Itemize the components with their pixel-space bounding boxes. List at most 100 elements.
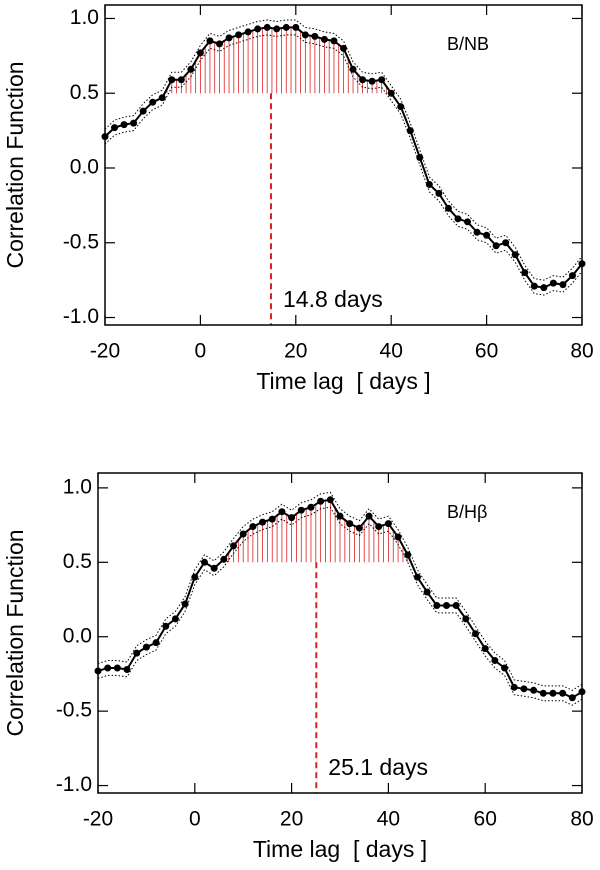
data-point xyxy=(559,689,567,697)
data-point xyxy=(282,23,290,31)
data-point xyxy=(473,228,481,236)
x-tick-label: 0 xyxy=(195,340,207,363)
x-tick-label: 0 xyxy=(189,808,201,831)
x-tick-label: 20 xyxy=(280,808,303,831)
x-tick-label: 40 xyxy=(380,340,403,363)
data-point xyxy=(568,272,576,280)
data-point xyxy=(326,496,334,504)
data-point xyxy=(340,44,347,52)
panel-label: B/Hβ xyxy=(447,502,487,522)
data-point xyxy=(278,508,286,516)
annotation: 14.8 days xyxy=(283,286,383,312)
data-point xyxy=(442,601,450,609)
data-point xyxy=(225,34,233,42)
data-point xyxy=(210,564,218,572)
data-point xyxy=(292,23,300,31)
band-line xyxy=(104,34,583,296)
x-tick-label: 60 xyxy=(474,808,497,831)
data-point xyxy=(254,25,262,33)
data-point xyxy=(152,639,160,647)
data-point xyxy=(530,282,538,290)
plot-frame xyxy=(104,4,583,326)
data-point xyxy=(394,533,402,541)
data-point xyxy=(423,588,431,596)
data-point xyxy=(123,665,131,673)
data-point xyxy=(502,239,510,247)
data-point xyxy=(259,518,267,526)
data-point xyxy=(559,281,567,289)
data-point xyxy=(540,284,548,292)
y-axis-title: Correlation Function xyxy=(2,529,28,736)
x-axis-title: Time lag [ days ] xyxy=(256,368,430,394)
data-point xyxy=(413,573,421,581)
data-point xyxy=(444,204,452,212)
y-tick-label: 0.5 xyxy=(63,550,92,573)
data-point xyxy=(273,25,281,33)
data-point xyxy=(462,615,470,623)
data-point xyxy=(301,31,309,39)
y-tick-label: -0.5 xyxy=(56,699,92,722)
data-point xyxy=(133,649,141,657)
data-point xyxy=(249,523,257,531)
data-point xyxy=(521,269,529,277)
data-point xyxy=(346,520,354,528)
data-point xyxy=(433,601,441,609)
data-point xyxy=(511,251,519,259)
x-tick-label: 80 xyxy=(570,340,593,363)
x-axis-title: Time lag [ days ] xyxy=(253,836,427,862)
data-point xyxy=(220,555,228,563)
data-point xyxy=(244,28,252,36)
data-point xyxy=(104,664,112,672)
data-point xyxy=(349,65,357,73)
data-point xyxy=(239,530,247,538)
data-point xyxy=(111,124,119,132)
data-point xyxy=(568,694,576,702)
data-point xyxy=(168,76,176,84)
data-point xyxy=(397,103,405,111)
data-point xyxy=(481,645,489,653)
data-point xyxy=(491,657,499,665)
data-point xyxy=(549,279,557,287)
y-axis-title: Correlation Function xyxy=(2,61,28,268)
data-point xyxy=(191,573,199,581)
y-tick-label: 0.0 xyxy=(63,624,92,647)
data-point xyxy=(311,32,319,40)
data-point xyxy=(483,231,491,239)
data-point xyxy=(320,35,328,43)
x-tick-label: -20 xyxy=(83,808,113,831)
data-point xyxy=(454,215,462,223)
data-point xyxy=(162,622,170,630)
annotation: 25.1 days xyxy=(328,754,428,780)
data-point xyxy=(549,689,557,697)
x-tick-label: 80 xyxy=(570,808,593,831)
band-line xyxy=(104,19,583,281)
data-point xyxy=(336,512,344,520)
data-point xyxy=(171,615,179,623)
y-tick-label: 1.0 xyxy=(63,475,92,498)
data-point xyxy=(263,23,271,31)
data-point xyxy=(359,76,367,84)
data-point xyxy=(355,524,363,532)
data-point xyxy=(384,520,392,528)
data-point xyxy=(539,689,547,697)
data-point xyxy=(142,643,150,651)
data-point xyxy=(230,542,238,550)
data-point xyxy=(501,664,509,672)
data-point xyxy=(177,76,185,84)
data-point xyxy=(425,180,433,188)
data-point xyxy=(113,664,121,672)
x-tick-label: 40 xyxy=(377,808,400,831)
data-point xyxy=(378,76,386,84)
data-point xyxy=(200,558,208,566)
data-point xyxy=(158,94,166,102)
y-tick-label: 1.0 xyxy=(70,6,99,29)
data-point xyxy=(297,506,305,514)
y-tick-label: -1.0 xyxy=(63,305,99,328)
plot-frame xyxy=(97,472,583,794)
data-point xyxy=(520,685,528,693)
data-point xyxy=(181,600,189,608)
data-point xyxy=(452,601,460,609)
data-point xyxy=(268,515,276,523)
data-point xyxy=(149,98,157,106)
